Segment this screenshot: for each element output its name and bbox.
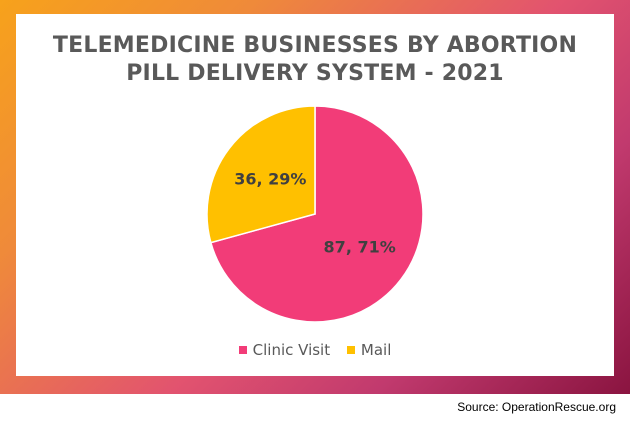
chart-title-line-1: TELEMEDICINE BUSINESSES BY ABORTION (52, 33, 578, 58)
legend-swatch-mail (346, 346, 355, 354)
source-note: Source: OperationRescue.org (457, 400, 616, 414)
chart-title: TELEMEDICINE BUSINESSES BY ABORTION PILL… (16, 32, 614, 88)
legend-item-clinic-visit: Clinic Visit (238, 341, 331, 359)
legend-swatch-clinic-visit (238, 346, 247, 354)
legend: Clinic Visit Mail (16, 340, 614, 359)
legend-label-mail: Mail (360, 341, 392, 359)
data-label-clinic-visit: 87, 71% (324, 238, 396, 257)
data-label-mail: 36, 29% (234, 169, 306, 188)
pie-slice-clinic-visit (209, 105, 424, 323)
legend-item-mail: Mail (346, 341, 392, 359)
chart-card: TELEMEDICINE BUSINESSES BY ABORTION PILL… (16, 14, 614, 376)
pie-chart: 87, 71% 36, 29% (206, 105, 424, 323)
legend-label-clinic-visit: Clinic Visit (252, 341, 331, 359)
pie-slice-mail (206, 105, 316, 244)
chart-title-line-2: PILL DELIVERY SYSTEM - 2021 (126, 61, 504, 86)
